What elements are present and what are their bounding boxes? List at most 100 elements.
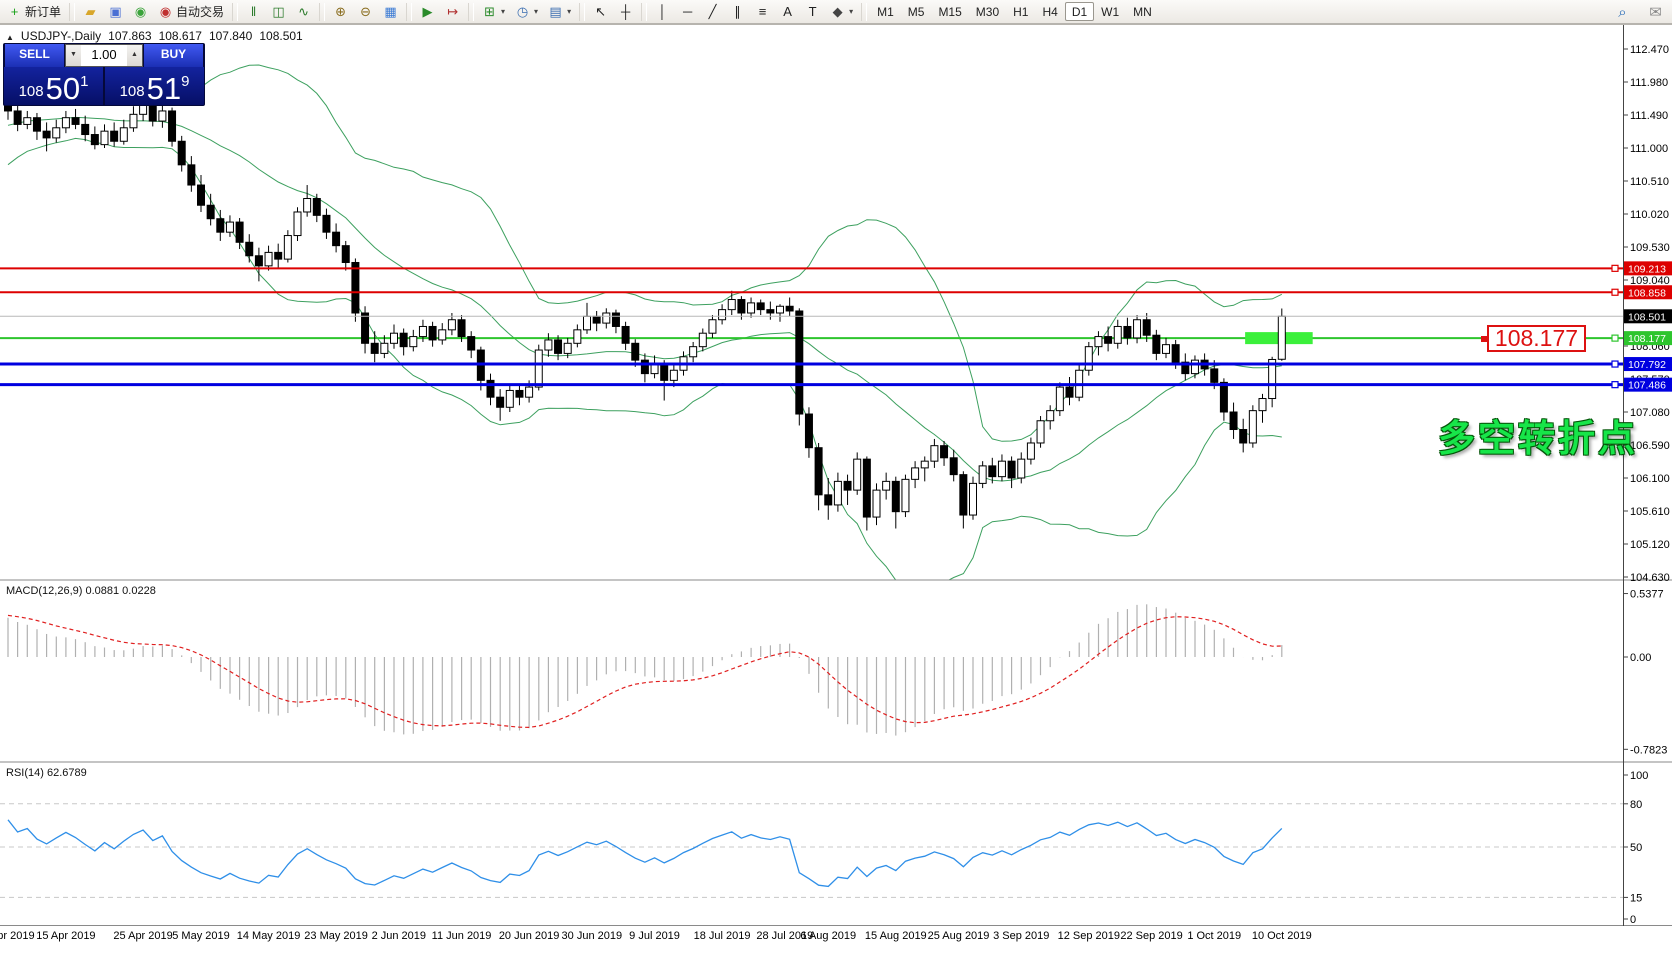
candle-up <box>901 478 910 513</box>
price-tag[interactable] <box>1624 285 1672 300</box>
templates-button[interactable]: ▤ ▾ <box>543 2 576 21</box>
chart-candles-button[interactable]: ◫ <box>266 2 291 21</box>
zoom-out-button[interactable]: ⊖ <box>353 2 378 21</box>
tile-windows-button[interactable]: ▦ <box>378 2 403 21</box>
timeframe-d1-button[interactable]: D1 <box>1064 2 1095 21</box>
main-price-pane[interactable] <box>0 64 1623 590</box>
chart-bars-button[interactable]: ‖ <box>241 2 266 21</box>
toolbar-separator <box>861 2 868 21</box>
macd-axis-label: 0.5377 <box>1630 589 1664 601</box>
candle-down <box>1123 325 1132 339</box>
chevron-down-icon[interactable]: ▾ <box>534 7 539 16</box>
candle-up <box>689 346 698 358</box>
auto-scroll-button[interactable]: ▶ <box>415 2 440 21</box>
date-axis-label: 14 May 2019 <box>237 930 301 942</box>
chart-line-button[interactable]: ∿ <box>291 2 316 21</box>
indicators-button[interactable]: ⊞ ▾ <box>477 2 510 21</box>
zoom-in-button[interactable]: ⊕ <box>328 2 353 21</box>
bid-sup: 1 <box>80 73 89 90</box>
candle-up <box>1017 458 1026 479</box>
ohlc-high: 108.617 <box>158 29 202 43</box>
candle-down <box>940 445 949 459</box>
macd-pane[interactable] <box>7 604 1283 736</box>
current-price-tag[interactable] <box>1624 309 1672 324</box>
volume-value[interactable]: 1.00 <box>91 47 117 62</box>
collapse-icon[interactable]: ▲ <box>6 33 14 42</box>
price-annotation-box[interactable]: 108.177 <box>1487 325 1586 352</box>
volume-down-button[interactable]: ▼ <box>66 45 81 66</box>
candle-down <box>274 251 283 260</box>
candle-up <box>1084 346 1093 371</box>
price-axis-label: 111.000 <box>1630 143 1668 155</box>
price-tag-text: 107.792 <box>1628 359 1666 371</box>
text-button[interactable]: A <box>775 2 800 21</box>
buy-button[interactable]: BUY <box>143 44 204 67</box>
text-label-button[interactable]: T <box>800 2 825 21</box>
date-axis-label: 28 Jul 2019 <box>756 930 813 942</box>
cursor-button[interactable]: ↖ <box>588 2 613 21</box>
vline-button[interactable]: │ <box>650 2 675 21</box>
search-button[interactable]: ⌕ <box>1610 3 1635 22</box>
candle-down <box>322 214 331 233</box>
bid-big: 50 <box>45 71 81 106</box>
volume-up-button[interactable]: ▲ <box>127 45 142 66</box>
price-tag[interactable] <box>1624 331 1672 346</box>
bid-quote[interactable]: 108 50 1 <box>4 67 103 105</box>
candle-down <box>341 245 350 263</box>
timeframe-h4-button[interactable]: H4 <box>1042 4 1058 19</box>
sell-button[interactable]: SELL <box>4 44 65 67</box>
main-toolbar: + 新订单 ▰ ▣ ◉ ◉ 自动交易 ‖ ◫ ∿ ⊕ ⊖ ▦ ▶ ↦ ⊞ ▾ ◷ ▾ ▤ ▾ ↖ ┼ │ ─ ╱ ∥ ≡ A T ◆ ▾ M1 M… <box>0 0 1672 24</box>
shapes-button[interactable]: ◆ ▾ <box>825 2 858 21</box>
line-handle[interactable] <box>1611 288 1619 296</box>
line-handle[interactable] <box>1611 381 1619 389</box>
chevron-down-icon[interactable]: ▾ <box>567 7 572 16</box>
ask-quote[interactable]: 108 51 9 <box>103 67 204 105</box>
timeframe-mn-button[interactable]: MN <box>1133 4 1152 19</box>
chart-shift-button[interactable]: ↦ <box>440 2 465 21</box>
timeframe-m30-button[interactable]: M30 <box>975 4 1000 19</box>
timeframe-h1-button[interactable]: H1 <box>1013 4 1029 19</box>
autotrading-label: 自动交易 <box>176 5 225 19</box>
market-depth-button[interactable]: ◉ <box>128 2 153 21</box>
trendline-button[interactable]: ╱ <box>700 2 725 21</box>
price-tag[interactable] <box>1624 357 1672 372</box>
channel-button[interactable]: ∥ <box>725 2 750 21</box>
fibonacci-button[interactable]: ≡ <box>750 2 775 21</box>
styler-button[interactable]: ▰ <box>78 2 103 21</box>
candle-up <box>158 110 167 122</box>
date-axis-label: 18 Jul 2019 <box>694 930 751 942</box>
timeframe-w1-button[interactable]: W1 <box>1101 4 1120 19</box>
date-axis-label: 15 Aug 2019 <box>865 930 927 942</box>
new-chart-button[interactable]: ▣ <box>103 2 128 21</box>
periods-button[interactable]: ◷ ▾ <box>510 2 543 21</box>
line-handle[interactable] <box>1611 334 1619 342</box>
price-tag[interactable] <box>1624 261 1672 276</box>
cursor-icon: ↖ <box>595 4 607 19</box>
line-handle[interactable] <box>1611 264 1619 272</box>
timeframe-m15-button[interactable]: M15 <box>938 4 962 19</box>
candle-down <box>216 218 225 233</box>
chevron-down-icon[interactable]: ▾ <box>849 7 854 16</box>
rsi-pane[interactable] <box>0 803 1623 898</box>
chevron-down-icon[interactable]: ▾ <box>501 7 506 16</box>
hline-button[interactable]: ─ <box>675 2 700 21</box>
macd-signal-line <box>7 614 1282 729</box>
candle-down <box>804 413 813 449</box>
timeframe-m1-button[interactable]: M1 <box>877 4 894 19</box>
turning-point-text[interactable]: 多空转折点 <box>1438 418 1638 459</box>
price-tag[interactable] <box>1624 377 1672 392</box>
autotrading-button[interactable]: ◉ 自动交易 <box>153 2 229 21</box>
candle-up <box>583 315 591 331</box>
toolbar-separator <box>232 2 239 21</box>
candle-down <box>206 204 215 220</box>
crosshair-button[interactable]: ┼ <box>613 2 638 21</box>
new-order-button[interactable]: + 新订单 <box>2 2 66 21</box>
crayon-icon: ▰ <box>85 4 96 19</box>
line-handle[interactable] <box>1611 360 1619 368</box>
candle-down <box>312 198 321 216</box>
chat-button[interactable]: ✉ <box>1643 3 1668 22</box>
price-tag-text: 107.486 <box>1628 380 1666 392</box>
timeframe-m5-button[interactable]: M5 <box>907 4 925 19</box>
